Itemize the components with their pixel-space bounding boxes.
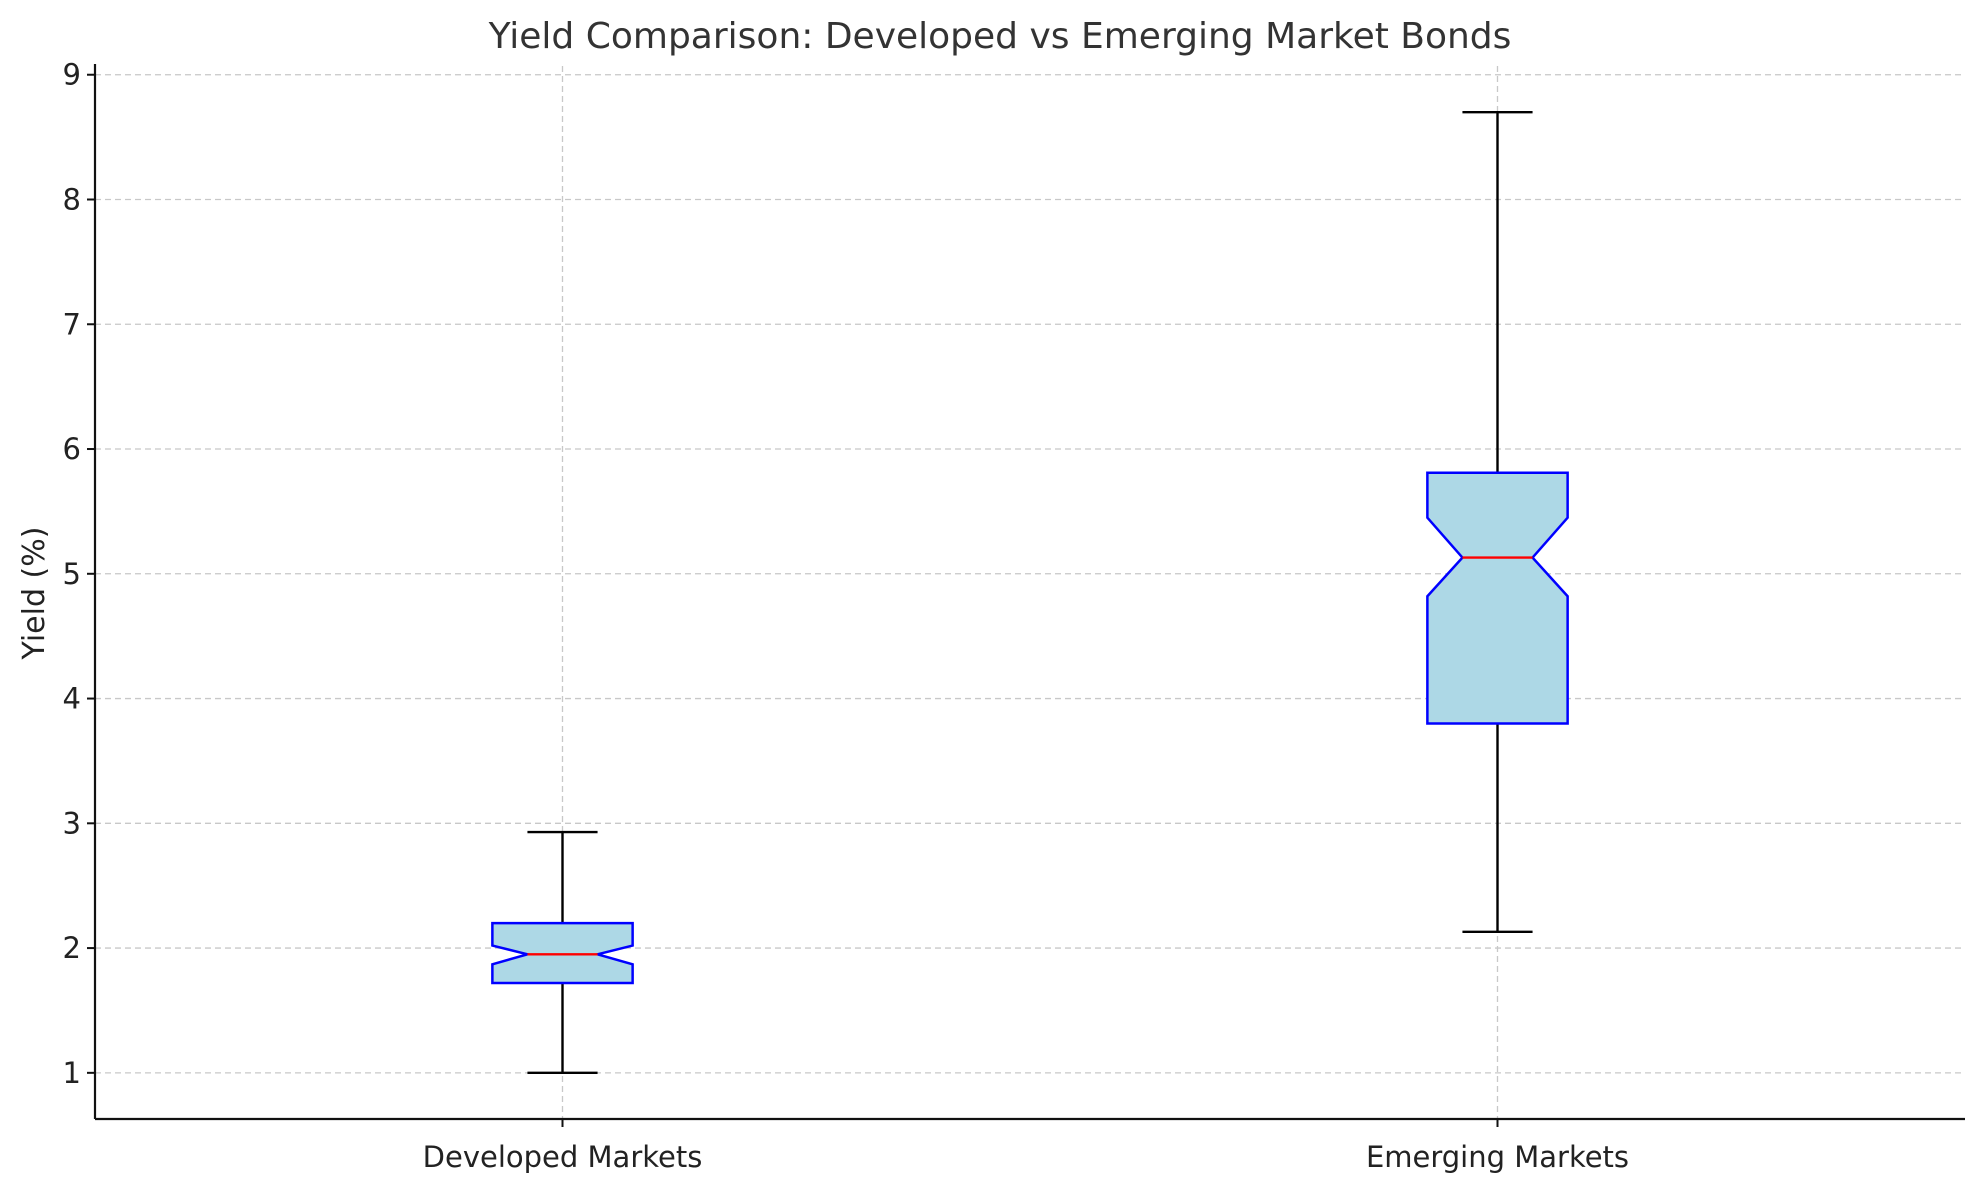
y-tick-label: 1 bbox=[63, 1056, 81, 1090]
notched-box bbox=[491, 921, 634, 985]
chart-title: Yield Comparison: Developed vs Emerging … bbox=[488, 16, 1512, 57]
axes bbox=[87, 64, 1965, 1127]
notched-box bbox=[1426, 471, 1569, 725]
box-developed-markets bbox=[491, 830, 634, 1075]
y-tick-label: 5 bbox=[63, 557, 81, 591]
y-tick-label: 3 bbox=[63, 806, 81, 840]
y-tick-label: 4 bbox=[63, 682, 81, 716]
boxes-group bbox=[491, 110, 1569, 1075]
y-tick-label: 6 bbox=[63, 432, 81, 466]
tick-labels: 1 2 3 4 5 6 7 8 9 Developed Markets Emerging Marke… bbox=[63, 58, 1630, 1174]
x-tick-label: Developed Markets bbox=[423, 1140, 703, 1174]
y-tick-label: 8 bbox=[63, 182, 81, 216]
y-tick-label: 7 bbox=[63, 307, 81, 341]
box-emerging-markets bbox=[1426, 110, 1569, 934]
grid-lines bbox=[95, 66, 1965, 1119]
y-axis-label: Yield (%) bbox=[17, 527, 52, 661]
y-tick-label: 9 bbox=[63, 58, 81, 92]
x-tick-label: Emerging Markets bbox=[1366, 1140, 1629, 1174]
y-tick-label: 2 bbox=[63, 931, 81, 965]
